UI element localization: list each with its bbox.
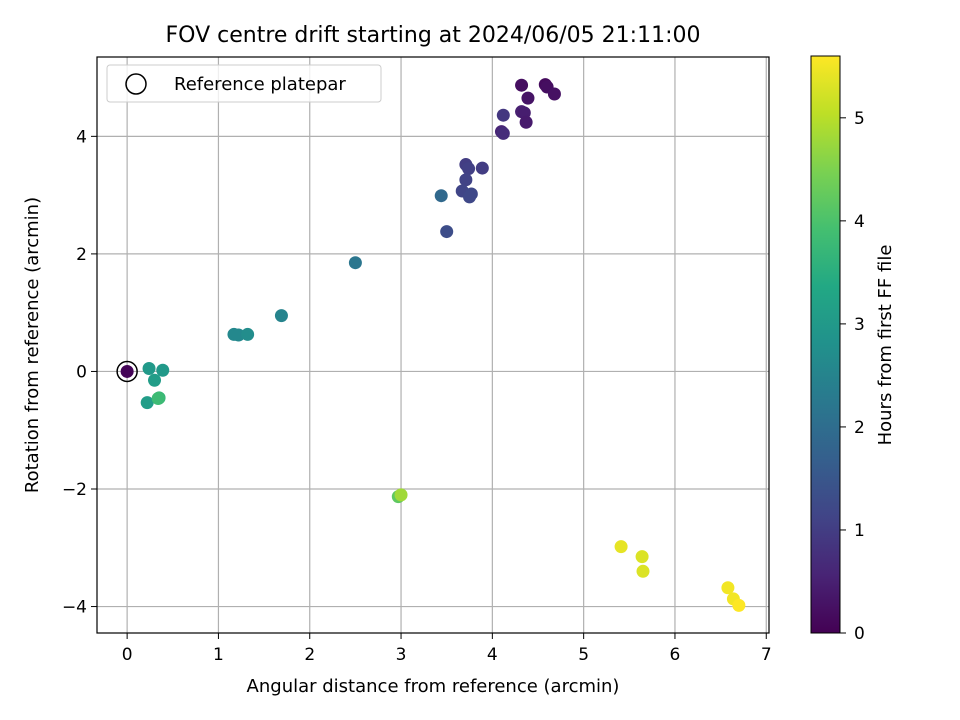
y-tick-label: 4: [76, 127, 87, 147]
data-point: [434, 189, 448, 203]
data-point: [348, 256, 362, 270]
legend-label: Reference platepar: [174, 74, 346, 95]
colorbar-tick-label: 0: [854, 624, 865, 644]
colorbar-tick-label: 1: [854, 521, 865, 541]
data-point: [496, 126, 510, 140]
data-point: [636, 564, 650, 578]
data-point: [120, 364, 134, 378]
colorbar-tick-label: 2: [854, 418, 865, 438]
data-point: [462, 162, 476, 176]
y-tick-label: 0: [76, 362, 87, 382]
data-point: [519, 115, 533, 129]
colorbar-tick-label: 3: [854, 315, 865, 335]
x-tick-label: 5: [578, 645, 589, 665]
reference-marker: [116, 360, 138, 383]
legend-box: [106, 64, 382, 103]
data-point: [142, 362, 156, 376]
data-point: [151, 391, 165, 405]
x-tick-label: 6: [670, 645, 681, 665]
colorbar-tick-label: 5: [854, 109, 865, 129]
data-point: [440, 225, 454, 239]
x-tick-label: 4: [487, 645, 498, 665]
y-axis-label: Rotation from reference (arcmin): [22, 197, 43, 493]
plot-frame: [96, 56, 770, 634]
x-tick-label: 0: [122, 645, 133, 665]
data-point: [515, 78, 529, 92]
data-point: [496, 108, 510, 122]
data-point: [521, 91, 535, 105]
legend: Reference platepar: [106, 64, 382, 103]
data-point: [274, 309, 288, 323]
y-tick-label: 2: [76, 245, 87, 265]
data-point: [475, 161, 489, 175]
data-point: [459, 173, 473, 187]
colorbar-tick-label: 4: [854, 212, 865, 232]
data-point: [148, 373, 162, 387]
data-point: [547, 87, 561, 101]
x-tick-label: 1: [213, 645, 224, 665]
legend-marker-icon: [125, 73, 147, 95]
y-tick-label: −4: [62, 598, 87, 618]
data-point: [241, 327, 255, 341]
chart-title: FOV centre drift starting at 2024/06/05 …: [166, 23, 701, 48]
x-tick-label: 3: [396, 645, 407, 665]
reference-marker-group: [116, 360, 138, 383]
data-point: [394, 488, 408, 502]
data-point: [614, 540, 628, 554]
x-tick-label: 7: [761, 645, 772, 665]
colorbar-label: Hours from first FF file: [875, 245, 896, 446]
x-tick-label: 2: [304, 645, 315, 665]
y-axis-ticks: −4 −2 0 2 4: [62, 127, 97, 618]
data-point: [463, 190, 477, 204]
colorbar-ticks: 0 1 2 3 4 5: [840, 109, 865, 644]
data-point: [635, 550, 649, 564]
grid: [97, 57, 769, 633]
x-axis-label: Angular distance from reference (arcmin): [247, 676, 620, 697]
colorbar: [810, 55, 841, 634]
x-axis-ticks: 0 1 2 3 4 5 6 7: [122, 633, 772, 665]
data-point: [140, 396, 154, 410]
data-point: [156, 363, 170, 377]
data-point: [732, 598, 746, 612]
data-point: [721, 581, 735, 595]
data-points: [120, 78, 746, 612]
y-tick-label: −2: [62, 480, 87, 500]
